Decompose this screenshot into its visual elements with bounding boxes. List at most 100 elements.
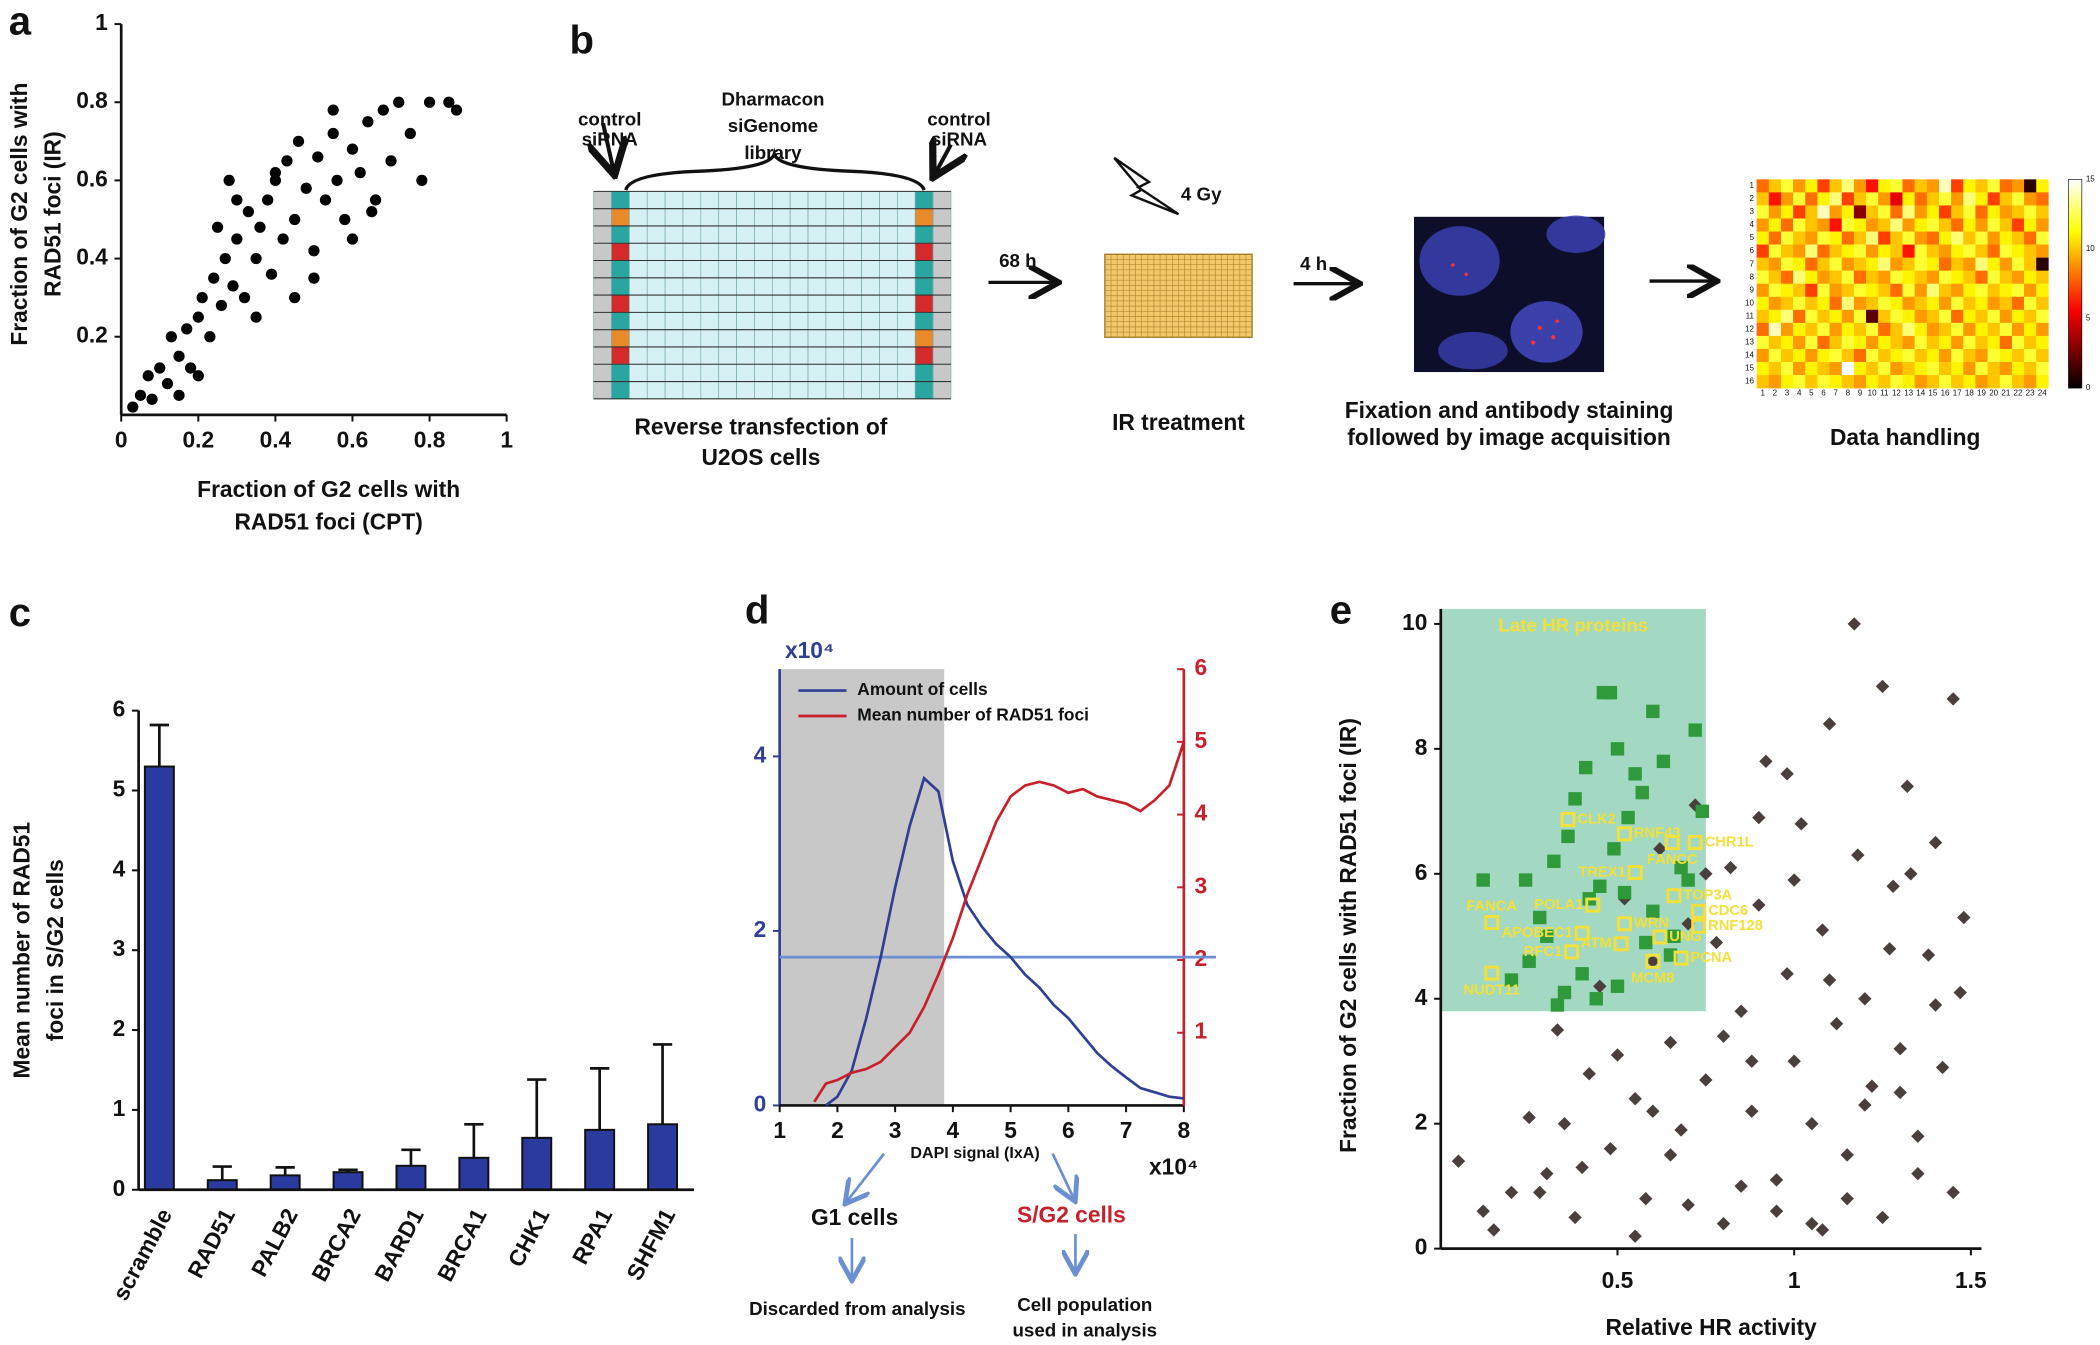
heat-cell (1805, 179, 1818, 193)
heat-cell (2011, 362, 2025, 376)
well (611, 277, 630, 296)
heat-cell (1987, 362, 2001, 376)
heat-cell (1926, 218, 1940, 232)
heat-cell (1926, 348, 1940, 363)
x-tick-label: BRCA2 (306, 1204, 366, 1285)
well (789, 242, 809, 261)
well (700, 346, 720, 365)
x-axis-label: Relative HR activity (1606, 1314, 1818, 1340)
point (443, 96, 455, 108)
well (611, 329, 630, 348)
col-label: 16 (1941, 389, 1950, 398)
heat-cell (1756, 244, 1770, 258)
heat-cell (1963, 335, 1976, 350)
heat-cell (1780, 309, 1794, 324)
well (754, 277, 773, 296)
heat-cell (2036, 244, 2049, 258)
heat-cell (1793, 231, 1806, 245)
heat-cell (1768, 192, 1782, 206)
heat-cell (1951, 348, 1964, 363)
col-label: 3 (1785, 389, 1790, 398)
point (1723, 860, 1738, 875)
heat-cell (1890, 218, 1903, 232)
highlight-point (1613, 936, 1629, 952)
heat-cell (1999, 244, 2013, 258)
point (346, 143, 359, 155)
heat-cell (1793, 179, 1806, 193)
point (127, 401, 139, 413)
well (646, 329, 666, 348)
well (700, 260, 720, 279)
well (682, 363, 702, 382)
well (914, 191, 934, 209)
well (897, 312, 916, 331)
highlight-point (1645, 953, 1661, 969)
point (1953, 985, 1967, 1000)
well (879, 381, 898, 400)
heat-cell (1793, 244, 1806, 258)
heat-cell (1999, 205, 2013, 219)
well (718, 346, 737, 365)
point (300, 182, 312, 194)
heat-cell (1817, 218, 1830, 232)
well (646, 208, 666, 227)
y-tick-label: 4 (113, 855, 126, 881)
label: U2OS cells (701, 444, 820, 470)
heat-cell (1926, 179, 1940, 193)
well (754, 381, 773, 400)
heat-cell (1963, 309, 1976, 324)
heat-cell (1793, 270, 1806, 284)
point (1635, 785, 1649, 800)
well (861, 381, 880, 400)
heat-cell (1987, 192, 2001, 206)
heat-cell (2036, 192, 2049, 206)
point (1589, 992, 1603, 1006)
well (932, 225, 952, 244)
heat-cell (2024, 244, 2037, 258)
heat-cell (1951, 218, 1964, 232)
flow-label: G1 cells (811, 1204, 898, 1230)
heat-cell (1902, 348, 1915, 363)
heat-cell (1999, 257, 2013, 271)
x-tick-label: 0 (115, 427, 128, 453)
heat-cell (1902, 362, 1915, 376)
point (146, 393, 158, 405)
row-label: 14 (1745, 351, 1754, 360)
heat-cell (1878, 375, 1891, 389)
well (843, 277, 862, 296)
heat-cell (1975, 231, 1988, 245)
point (1607, 842, 1621, 856)
point (1628, 1092, 1642, 1106)
heat-cell (2024, 192, 2037, 206)
heat-cell (1999, 283, 2013, 298)
label: siRNA (931, 128, 988, 149)
row-label: 1 (1749, 181, 1754, 190)
highlight-point (1574, 925, 1590, 941)
heat-cell (1914, 231, 1928, 245)
well (736, 312, 755, 331)
well (914, 363, 934, 382)
heat-cell (1756, 257, 1770, 271)
heat-cell (1951, 257, 1964, 271)
point (1533, 910, 1547, 925)
well (718, 191, 737, 209)
heat-cell (1817, 231, 1830, 245)
heat-cell (1999, 231, 2013, 245)
heat-cell (1938, 322, 1952, 337)
point (173, 389, 185, 401)
heat-cell (1951, 179, 1964, 193)
col-label: 21 (2001, 389, 2010, 398)
well (897, 277, 916, 296)
heat-cell (1878, 257, 1891, 271)
heat-cell (1890, 205, 1903, 219)
point (1639, 935, 1653, 950)
well (771, 329, 791, 348)
point (142, 370, 154, 382)
point (1646, 704, 1660, 719)
well (664, 312, 684, 331)
heat-cell (1817, 244, 1830, 258)
heat-cell (1878, 296, 1891, 311)
heat-cell (1841, 179, 1855, 193)
well (914, 381, 934, 400)
heat-cell (1841, 296, 1855, 311)
